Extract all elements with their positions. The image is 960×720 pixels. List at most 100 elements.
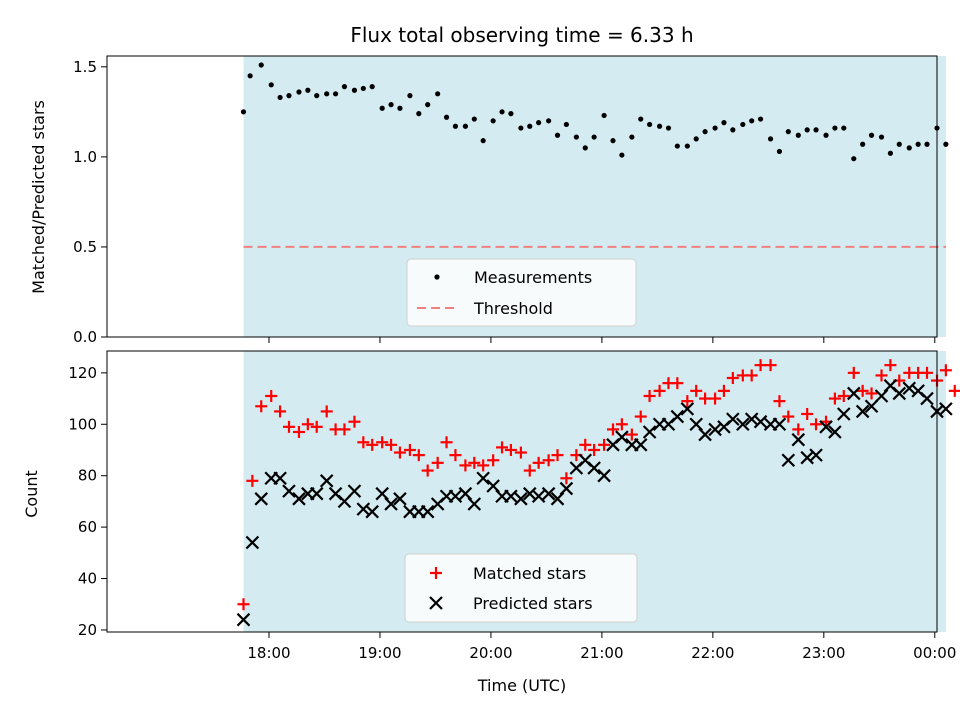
measurements-point bbox=[397, 105, 403, 111]
measurements-legend-label: Measurements bbox=[474, 268, 592, 287]
counts-legend: Matched stars Predicted stars bbox=[404, 553, 638, 623]
x-tick-label: 20:00 bbox=[469, 644, 512, 662]
y-tick-label: 1.0 bbox=[73, 148, 97, 166]
predicted-stars-point bbox=[791, 432, 806, 447]
predicted-stars-point bbox=[670, 409, 685, 424]
matched-stars-point bbox=[292, 425, 305, 438]
measurements-point bbox=[896, 141, 902, 147]
predicted-stars-point bbox=[236, 612, 251, 627]
x-axis-label: Time (UTC) bbox=[477, 676, 566, 695]
measurements-point bbox=[712, 125, 718, 131]
matched-stars-point bbox=[376, 436, 389, 449]
matched-stars-point bbox=[588, 443, 601, 456]
matched-stars-point bbox=[496, 441, 509, 454]
measurements-point bbox=[749, 118, 755, 124]
predicted-stars-point bbox=[587, 461, 601, 475]
matched-stars-point bbox=[948, 384, 960, 397]
matched-stars-point bbox=[939, 364, 952, 377]
matched-stars-point bbox=[653, 384, 666, 397]
predicted-stars-point bbox=[633, 438, 648, 452]
measurements-point bbox=[314, 93, 320, 99]
x-tick-label: 21:00 bbox=[580, 644, 623, 662]
predicted-stars-point bbox=[819, 420, 833, 434]
measurements-point bbox=[536, 120, 542, 126]
measurements-point bbox=[851, 156, 857, 162]
measurements-point bbox=[674, 143, 680, 149]
predicted-stars-point bbox=[254, 492, 269, 506]
measurements-point bbox=[860, 141, 866, 147]
measurements-point bbox=[702, 129, 708, 135]
measurements-point bbox=[452, 123, 459, 129]
matched-stars-point bbox=[459, 459, 472, 472]
count-y-axis-label: Count bbox=[22, 470, 41, 518]
matched-stars-legend-marker bbox=[430, 567, 442, 579]
measurements-point bbox=[296, 89, 302, 95]
matched-stars-point bbox=[625, 428, 638, 441]
predicted-stars-point bbox=[337, 494, 352, 509]
predicted-stars-point bbox=[476, 471, 490, 486]
measurements-point bbox=[341, 84, 348, 90]
matched-stars-point bbox=[606, 423, 619, 436]
threshold-legend-label: Threshold bbox=[473, 299, 553, 318]
y-tick-label: 40 bbox=[78, 570, 97, 588]
matched-stars-point bbox=[468, 456, 481, 469]
matched-stars-point bbox=[764, 359, 777, 372]
x-tick-label: 23:00 bbox=[802, 644, 845, 662]
matched-stars-point bbox=[246, 474, 259, 487]
measurements-point bbox=[656, 123, 663, 129]
matched-stars-point bbox=[338, 423, 351, 436]
measurements-point bbox=[277, 94, 283, 101]
matched-stars-point bbox=[403, 443, 416, 456]
predicted-stars-point bbox=[892, 386, 907, 401]
predicted-stars-point bbox=[920, 391, 934, 406]
matched-stars-point bbox=[440, 436, 453, 449]
matched-stars-point bbox=[421, 464, 434, 477]
measurements-point bbox=[924, 141, 930, 147]
predicted-stars-point bbox=[753, 414, 768, 429]
measurements-point bbox=[943, 141, 949, 147]
measurements-point bbox=[305, 87, 311, 93]
y-tick-label: 60 bbox=[78, 518, 97, 536]
matched-stars-point bbox=[412, 449, 425, 462]
matched-stars-point bbox=[532, 456, 545, 469]
matched-stars-point bbox=[810, 418, 823, 431]
measurements-point bbox=[573, 134, 579, 140]
matched-stars-point bbox=[237, 598, 250, 611]
measurements-point bbox=[887, 150, 893, 156]
predicted-stars-point bbox=[531, 489, 546, 504]
matched-stars-point bbox=[921, 366, 934, 379]
predicted-stars-point bbox=[245, 535, 260, 550]
matched-stars-point bbox=[671, 377, 684, 390]
measurements-point bbox=[527, 123, 533, 129]
predicted-stars-point bbox=[467, 497, 482, 511]
predicted-stars-point bbox=[809, 448, 823, 462]
measurements-point bbox=[480, 138, 486, 144]
y-tick-label: 0.5 bbox=[73, 238, 97, 256]
matched-stars-point bbox=[773, 395, 786, 408]
measurements-point bbox=[721, 120, 727, 126]
y-tick-label: 20 bbox=[78, 621, 97, 639]
matched-stars-point bbox=[282, 420, 295, 433]
matched-stars-point bbox=[348, 415, 361, 428]
measurements-point bbox=[638, 116, 644, 122]
ratio-panel: 0.0 0.5 1.0 1.5 Matched/Predicted stars Mea… bbox=[29, 55, 949, 346]
predicted-stars-point bbox=[597, 468, 611, 483]
measurements-point bbox=[915, 141, 921, 147]
measurements-point bbox=[813, 127, 819, 133]
measurements-point bbox=[693, 136, 699, 142]
matched-stars-point bbox=[523, 464, 536, 477]
measurements-point bbox=[240, 109, 247, 115]
predicted-stars-point bbox=[800, 450, 814, 465]
matched-stars-point bbox=[615, 418, 628, 431]
measurements-point bbox=[591, 134, 597, 140]
matched-stars-point bbox=[856, 384, 869, 397]
x-tick-label: 22:00 bbox=[691, 644, 734, 662]
measurements-point bbox=[647, 121, 653, 128]
matched-stars-point bbox=[792, 423, 805, 436]
predicted-stars-point bbox=[847, 386, 861, 401]
predicted-stars-point bbox=[384, 497, 398, 511]
measurements-point bbox=[286, 93, 292, 99]
predicted-stars-point bbox=[514, 492, 528, 506]
measurements-point bbox=[767, 136, 774, 142]
matched-stars-point bbox=[681, 395, 694, 408]
